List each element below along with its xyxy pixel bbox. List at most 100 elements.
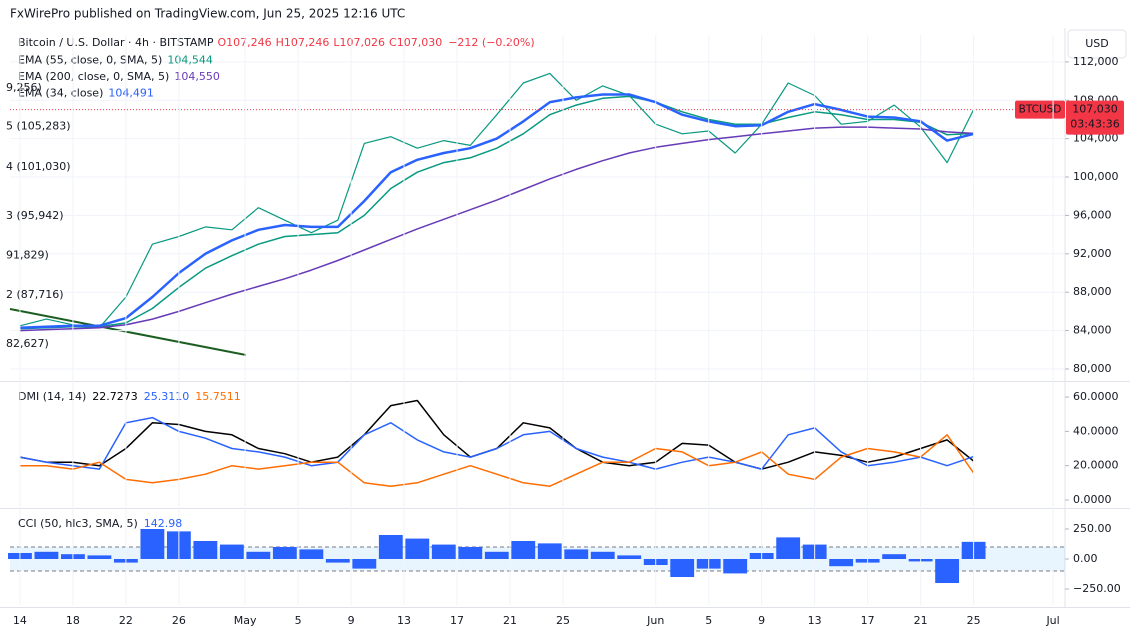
- fib-label: 5 (105,283): [6, 119, 71, 132]
- legend-name: EMA (34, close): [18, 87, 103, 100]
- cci-bar: [272, 546, 297, 560]
- x-tick-label: 13: [808, 614, 822, 627]
- x-tick-label: May: [234, 614, 257, 627]
- cci-bar: [511, 540, 536, 560]
- fib-label: 9,256): [6, 81, 42, 94]
- y-tick-label: 80,000: [1073, 362, 1112, 375]
- x-tick-label: 25: [556, 614, 570, 627]
- x-tick-label: 17: [450, 614, 464, 627]
- cci-bar: [140, 528, 165, 560]
- legend-value: 104,491: [108, 87, 154, 100]
- x-tick-label: 21: [914, 614, 928, 627]
- y-tick-label: 60.0000: [1073, 390, 1119, 403]
- x-tick-label: 5: [295, 614, 302, 627]
- ohlc-label: L107,026: [333, 36, 385, 49]
- x-tick-label: 9: [758, 614, 765, 627]
- x-tick-label: 22: [119, 614, 133, 627]
- cci-bar: [87, 555, 112, 560]
- x-tick-label: 21: [503, 614, 517, 627]
- fib-label: 4 (101,030): [6, 160, 71, 173]
- x-tick-label: 13: [397, 614, 411, 627]
- cci-bar: [325, 559, 350, 563]
- y-tick-label: 88,000: [1073, 285, 1112, 298]
- symbol-tag-label: BTCUSD: [1019, 104, 1062, 116]
- trend-line: [9, 308, 247, 356]
- cci-bar: [829, 559, 854, 567]
- pane-title: DMI (14, 14): [18, 390, 86, 403]
- chart-title: Bitcoin / U.S. Dollar · 4h · BITSTAMP O10…: [18, 36, 535, 49]
- legend-entry: EMA (55, close, 0, SMA, 5) 104,544: [18, 54, 213, 67]
- publisher: FxWirePro published on TradingView.com, …: [10, 7, 405, 21]
- legend-value: 104,544: [167, 54, 213, 67]
- cci-bar: [299, 549, 324, 560]
- ohlc-label: H107,246: [276, 36, 330, 49]
- ohlc-label: C107,030: [389, 36, 442, 49]
- price-tag: [1066, 100, 1124, 135]
- cci-bar: [378, 534, 403, 560]
- legend-name: EMA (55, close, 0, SMA, 5): [18, 54, 162, 67]
- cci-bar: [564, 549, 589, 560]
- x-tick-label: 26: [172, 614, 186, 627]
- x-tick-label: 25: [967, 614, 981, 627]
- fib-label: 91,829): [6, 248, 49, 261]
- price-tag-countdown: 03:43:36: [1070, 118, 1119, 131]
- cci-bar: [537, 543, 562, 560]
- change-label: −212 (−0.20%): [448, 36, 534, 49]
- currency-button[interactable]: [1067, 29, 1127, 59]
- y-tick-label: 0.0000: [1073, 493, 1112, 506]
- cci-bar: [431, 544, 456, 560]
- legend-value: 15.7511: [195, 390, 241, 403]
- cci-bar: [34, 551, 59, 560]
- fib-label: 82,627): [6, 337, 49, 350]
- fib-label: 2 (87,716): [6, 288, 64, 301]
- pane-legend: CCI (50, hlc3, SMA, 5) 142.98: [18, 517, 182, 530]
- currency[interactable]: USD: [1085, 37, 1109, 50]
- cci-bar: [352, 559, 377, 569]
- cci-bar: [484, 551, 509, 560]
- cci-bar: [219, 544, 244, 560]
- legend-entry: EMA (200, close, 0, SMA, 5) 104,550: [18, 70, 220, 83]
- cci-bar: [590, 551, 615, 560]
- cci-bar: [617, 555, 642, 560]
- x-tick-label: 14: [13, 614, 27, 627]
- legend-name: EMA (200, close, 0, SMA, 5): [18, 70, 169, 83]
- legend-entry: EMA (34, close) 104,491: [18, 87, 154, 100]
- cci-bar: [670, 559, 695, 578]
- pane-legend: DMI (14, 14) 22.7273 25.3110 15.7511: [18, 390, 241, 403]
- cci-bar: [935, 559, 960, 584]
- y-tick-label: 250.00: [1073, 522, 1112, 535]
- cci-bar: [193, 540, 218, 560]
- y-tick-label: 40.0000: [1073, 424, 1119, 437]
- x-tick-label: 17: [861, 614, 875, 627]
- cci-bar: [882, 554, 907, 560]
- cci-bar: [723, 559, 748, 574]
- y-tick-label: −250.00: [1073, 582, 1121, 595]
- x-tick-label: 18: [66, 614, 80, 627]
- y-tick-label: 84,000: [1073, 324, 1112, 337]
- y-tick-label: 0.00: [1073, 552, 1098, 565]
- price-tag-value: 107,030: [1072, 103, 1118, 116]
- x-tick-label: Jun: [646, 614, 664, 627]
- legend-value: 22.7273: [92, 390, 138, 403]
- y-tick-label: 92,000: [1073, 247, 1112, 260]
- y-tick-label: 100,000: [1073, 170, 1119, 183]
- pane-title: CCI (50, hlc3, SMA, 5): [18, 517, 138, 530]
- fib-label: 3 (95,942): [6, 209, 64, 222]
- chart-title-text: Bitcoin / U.S. Dollar · 4h · BITSTAMP: [18, 36, 214, 49]
- y-tick-label: 96,000: [1073, 208, 1112, 221]
- y-tick-label: 112,000: [1073, 55, 1119, 68]
- cci-bar: [405, 538, 430, 560]
- x-tick-label: Jul: [1045, 614, 1059, 627]
- cci-bar: [458, 546, 483, 560]
- legend-value: 142.98: [144, 517, 183, 530]
- legend-value: 104,550: [174, 70, 220, 83]
- ohlc-label: O107,246: [217, 36, 271, 49]
- y-tick-label: 104,000: [1073, 132, 1119, 145]
- x-tick-label: 9: [348, 614, 355, 627]
- symbol-tag: [1015, 100, 1065, 119]
- legend-value: 25.3110: [144, 390, 190, 403]
- x-tick-label: 5: [705, 614, 712, 627]
- cci-bar: [246, 551, 271, 560]
- cci-bar: [776, 537, 801, 560]
